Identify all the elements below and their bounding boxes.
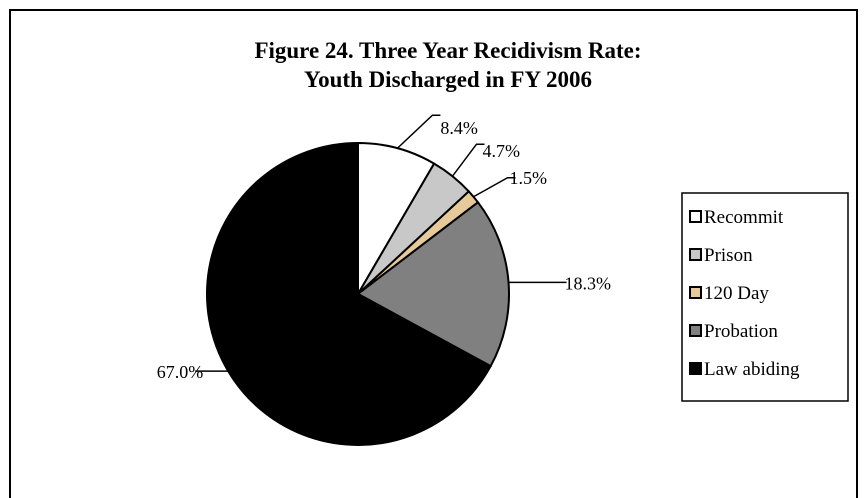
legend-swatch-law-abiding (689, 362, 702, 375)
legend-label-law-abiding: Law abiding (704, 359, 800, 380)
legend-label-120-day: 120 Day (704, 283, 769, 304)
legend-swatch-recommit (689, 210, 702, 223)
leader-line-prison (451, 143, 485, 177)
legend: Recommit Prison 120 Day Probation Law abidin… (681, 192, 849, 402)
legend-swatch-probation (689, 324, 702, 337)
data-label-120-day: 1.5% (510, 168, 548, 188)
legend-label-recommit: Recommit (704, 207, 784, 228)
legend-swatch-120-day (689, 286, 702, 299)
legend-label-prison: Prison (704, 245, 753, 266)
data-label-probation: 18.3% (565, 273, 612, 293)
leader-line-recommit (396, 114, 441, 149)
legend-swatch-prison (689, 248, 702, 261)
data-label-recommit: 8.4% (440, 118, 478, 138)
chart-subtitle: Youth Discharged in FY 2006 (304, 67, 592, 92)
legend-items: Recommit Prison 120 Day Probation Law abidin… (689, 207, 800, 380)
data-labels: 8.4%4.7% 1.5% 18.3% 67.0% (157, 118, 611, 382)
pie-slice-law-abiding (206, 141, 492, 446)
data-label-prison: 4.7% (482, 141, 520, 161)
leader-lines (195, 114, 567, 372)
legend-box (681, 192, 849, 402)
legend-label-probation: Probation (704, 321, 778, 342)
data-label-law-abiding: 67.0% (157, 362, 204, 382)
leader-line-120-day (473, 177, 516, 198)
chart-title: Figure 24. Three Year Recidivism Rate: (254, 38, 641, 63)
pie-slice-probation (356, 200, 510, 368)
pie-slices (206, 141, 510, 446)
